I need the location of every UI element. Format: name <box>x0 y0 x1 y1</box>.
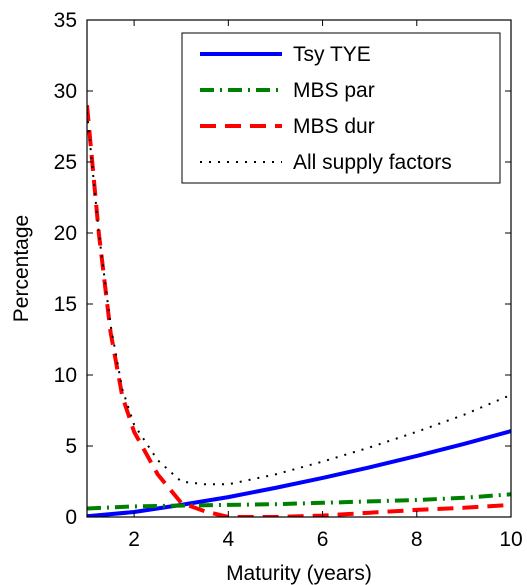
series-line-mbs-dur <box>87 105 511 517</box>
legend-box <box>181 32 501 184</box>
x-tick-label: 8 <box>411 528 423 551</box>
y-axis-label: Percentage <box>10 215 33 322</box>
series-line-tsy-tye <box>87 429 511 517</box>
y-tick-label: 15 <box>54 293 77 316</box>
y-tick-label: 25 <box>54 151 77 174</box>
series-lines <box>87 105 511 517</box>
y-tick-label: 10 <box>54 364 77 387</box>
legend-label: All supply factors <box>293 151 452 174</box>
series-line-all-supply-factors <box>87 112 511 486</box>
ticks: 2 4 6 8 10 0 5 10 15 20 25 30 35 <box>54 9 523 551</box>
x-tick-label: 4 <box>222 528 234 551</box>
x-tick-label: 2 <box>128 528 140 551</box>
y-tick-label: 30 <box>54 80 77 103</box>
y-tick-label: 0 <box>65 506 77 529</box>
x-axis-label: Maturity (years) <box>226 562 372 585</box>
legend-label: MBS dur <box>293 115 375 138</box>
y-tick-label: 20 <box>54 222 77 245</box>
y-tick-label: 35 <box>54 9 77 32</box>
axes <box>86 19 512 518</box>
axes-frame <box>86 19 512 518</box>
legend-label: Tsy TYE <box>293 43 371 66</box>
x-tick-label: 6 <box>317 528 329 551</box>
x-tick-label: 10 <box>499 528 522 551</box>
legend-label: MBS par <box>293 79 375 102</box>
legend: Tsy TYE MBS par MBS dur All supply factors <box>181 32 501 184</box>
y-tick-label: 5 <box>65 435 77 458</box>
